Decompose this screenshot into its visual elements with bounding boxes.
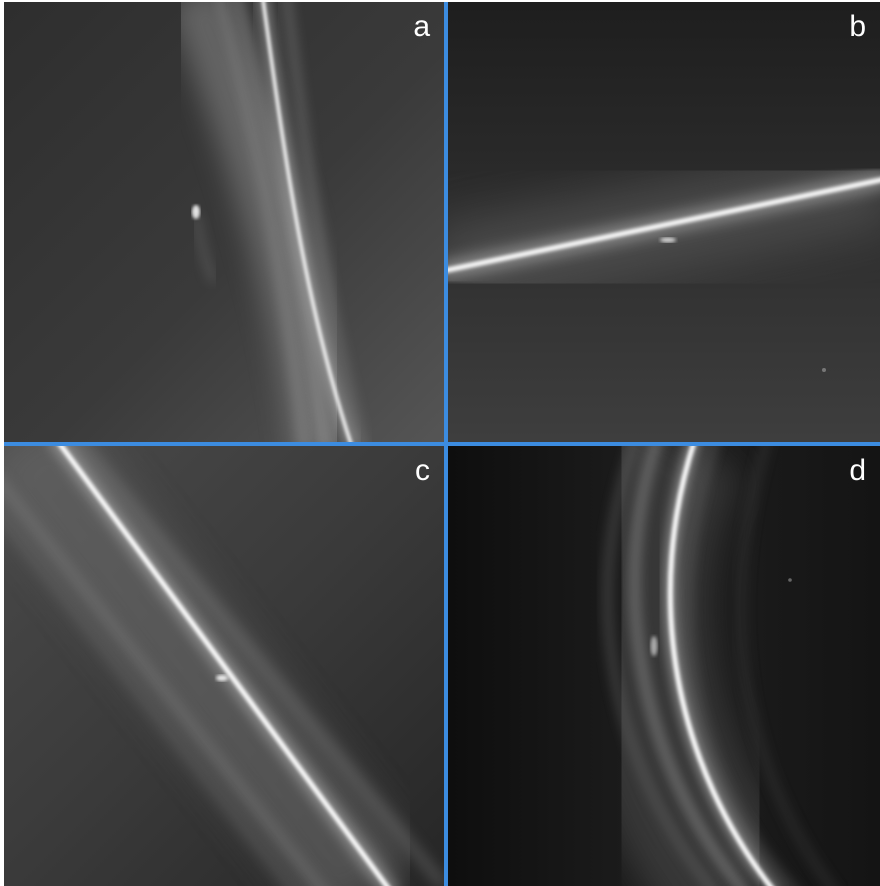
panel-label-a: a: [413, 10, 430, 43]
ring-image-a: [4, 2, 444, 442]
ring-image-d: [448, 446, 880, 886]
panel-label-d: d: [849, 454, 866, 487]
panel-c: c: [4, 446, 444, 886]
panel-d: d: [448, 446, 880, 886]
panel-b: b: [448, 2, 880, 442]
panel-label-b: b: [849, 10, 866, 43]
panel-label-c: c: [415, 454, 430, 487]
ring-image-c: [4, 446, 444, 886]
panel-a: a: [4, 2, 444, 442]
ring-image-b: [448, 2, 880, 442]
